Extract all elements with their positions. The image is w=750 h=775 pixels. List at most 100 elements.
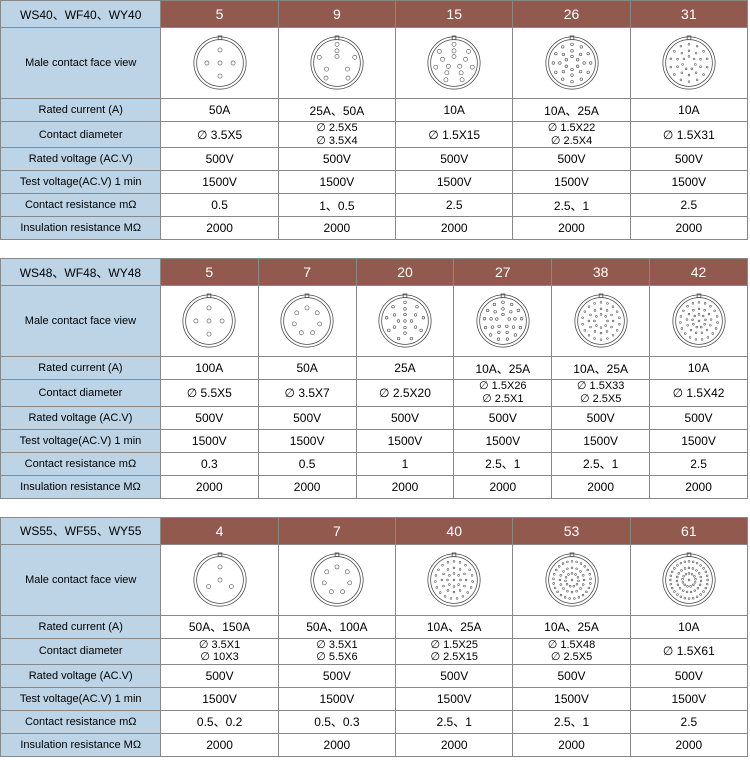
contact-face-diagram [356,286,454,357]
data-cell: 2.5 [650,452,748,475]
data-cell: 0.5、0.2 [161,710,278,733]
contact-face-diagram [278,544,395,615]
data-cell: ∅ 3.5X1∅ 10X3 [161,638,278,664]
data-cell: ∅ 1.5X48∅ 2.5X5 [513,638,630,664]
column-header: 27 [454,259,552,286]
data-cell: ∅ 3.5X7 [258,380,356,406]
data-cell: ∅ 1.5X61 [630,638,747,664]
data-cell: 0.3 [160,452,258,475]
data-cell: 10A、25A [513,99,630,122]
data-cell: 2.5 [630,194,747,217]
data-cell: 25A、50A [278,99,395,122]
data-cell: 2000 [396,217,513,240]
data-cell: ∅ 1.5X31 [630,122,747,148]
data-cell: ∅ 3.5X1∅ 5.5X6 [278,638,395,664]
data-cell: 500V [161,664,278,687]
data-cell: 2000 [513,217,630,240]
data-cell: 50A、150A [161,615,278,638]
row-label-insulation: Insulation resistance MΩ [1,733,161,756]
contact-face-diagram [161,28,278,99]
data-cell: 2000 [161,733,278,756]
data-cell: 0.5 [161,194,278,217]
data-cell: 50A、100A [278,615,395,638]
column-header: 5 [160,259,258,286]
data-cell: 1500V [552,429,650,452]
column-header: 38 [552,259,650,286]
row-label-diameter: Contact diameter [1,122,161,148]
data-cell: 500V [513,148,630,171]
row-label-current: Rated current (A) [1,357,161,380]
row-label-resistance: Contact resistance mΩ [1,452,161,475]
data-cell: 500V [160,406,258,429]
data-cell: 2.5、1 [454,452,552,475]
row-label-current: Rated current (A) [1,615,161,638]
data-cell: 2000 [630,217,747,240]
data-cell: 500V [278,664,395,687]
contact-face-diagram [630,28,747,99]
column-header: 7 [278,517,395,544]
data-cell: 500V [396,148,513,171]
contact-face-diagram [650,286,748,357]
contact-face-diagram [513,28,630,99]
column-header: 40 [396,517,513,544]
row-label-diameter: Contact diameter [1,380,161,406]
series-title: WS55、WF55、WY55 [1,517,161,544]
data-cell: 500V [396,664,513,687]
data-cell: 2000 [258,475,356,498]
data-cell: 10A [630,99,747,122]
contact-face-diagram [161,544,278,615]
data-cell: 2000 [278,733,395,756]
column-header: 4 [161,517,278,544]
column-header: 26 [513,1,630,28]
data-cell: ∅ 1.5X25∅ 2.5X15 [396,638,513,664]
data-cell: ∅ 2.5X20 [356,380,454,406]
data-cell: 2.5、1 [396,710,513,733]
data-cell: 500V [454,406,552,429]
data-cell: 10A、25A [513,615,630,638]
data-cell: 2000 [552,475,650,498]
column-header: 53 [513,517,630,544]
data-cell: 100A [160,357,258,380]
data-cell: 2000 [356,475,454,498]
row-label-test_voltage: Test voltage(AC.V) 1 min [1,171,161,194]
data-cell: 1500V [161,687,278,710]
row-label-voltage: Rated voltage (AC.V) [1,664,161,687]
row-label-insulation: Insulation resistance MΩ [1,475,161,498]
contact-face-diagram [454,286,552,357]
contact-face-diagram [630,544,747,615]
row-label-voltage: Rated voltage (AC.V) [1,148,161,171]
contact-face-diagram [396,28,513,99]
data-cell: 1500V [258,429,356,452]
data-cell: 1 [356,452,454,475]
data-cell: 500V [552,406,650,429]
data-cell: 50A [258,357,356,380]
data-cell: 1500V [160,429,258,452]
data-cell: 10A、25A [454,357,552,380]
column-header: 61 [630,517,747,544]
data-cell: ∅ 3.5X5 [161,122,278,148]
data-cell: ∅ 2.5X5∅ 3.5X4 [278,122,395,148]
data-cell: 2.5、1 [513,194,630,217]
data-cell: 1500V [396,171,513,194]
spec-table-0: WS40、WF40、WY4059152631Male contact face … [0,0,748,240]
data-cell: 2000 [396,733,513,756]
series-title: WS40、WF40、WY40 [1,1,161,28]
data-cell: 1500V [454,429,552,452]
column-header: 5 [161,1,278,28]
data-cell: 500V [630,148,747,171]
data-cell: 2.5 [396,194,513,217]
data-cell: 1500V [513,171,630,194]
column-header: 20 [356,259,454,286]
series-title: WS48、WF48、WY48 [1,259,161,286]
data-cell: 0.5 [258,452,356,475]
contact-face-diagram [278,28,395,99]
column-header: 42 [650,259,748,286]
row-label-diameter: Contact diameter [1,638,161,664]
data-cell: 2000 [454,475,552,498]
row-label-face: Male contact face view [1,28,161,99]
data-cell: 2.5 [630,710,747,733]
data-cell: 1500V [650,429,748,452]
data-cell: 2000 [650,475,748,498]
data-cell: 10A [396,99,513,122]
row-label-face: Male contact face view [1,544,161,615]
